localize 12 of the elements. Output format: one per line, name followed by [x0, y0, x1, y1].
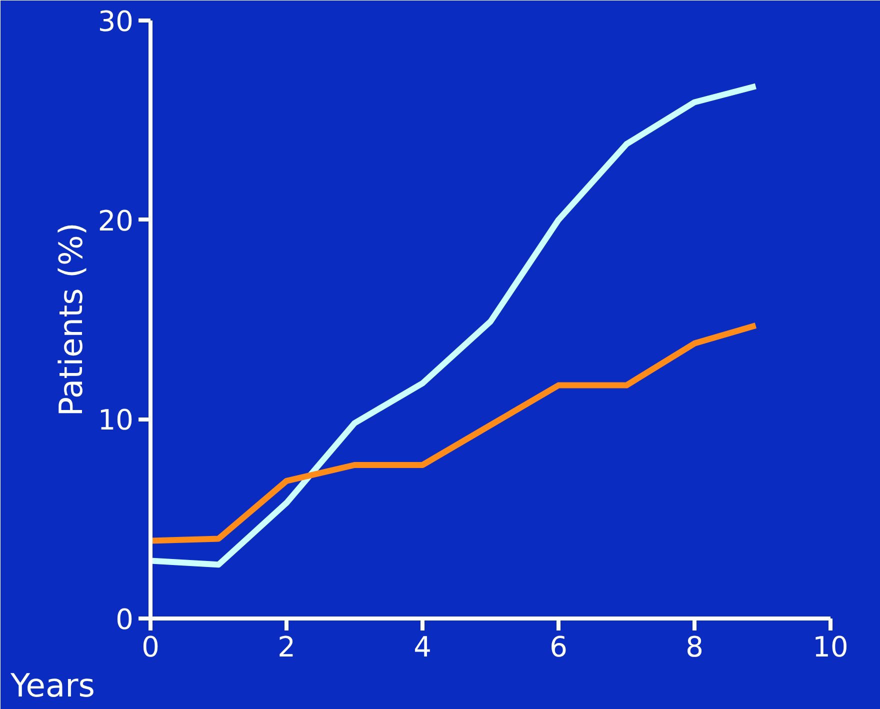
y-axis-title: Patients (%) — [52, 222, 90, 416]
x-tick-label: 0 — [142, 630, 160, 664]
y-tick-label: 0 — [116, 603, 134, 636]
y-tick-label: 20 — [98, 204, 134, 238]
x-tick-label: 4 — [414, 630, 432, 664]
y-tick-label: 30 — [98, 5, 134, 38]
x-tick-label: 10 — [812, 630, 848, 664]
x-axis-title: Years — [10, 666, 95, 704]
y-tick-label: 10 — [98, 404, 134, 437]
x-tick-label: 2 — [278, 630, 296, 664]
x-tick-label: 8 — [686, 630, 704, 664]
x-tick-label: 6 — [550, 630, 568, 664]
